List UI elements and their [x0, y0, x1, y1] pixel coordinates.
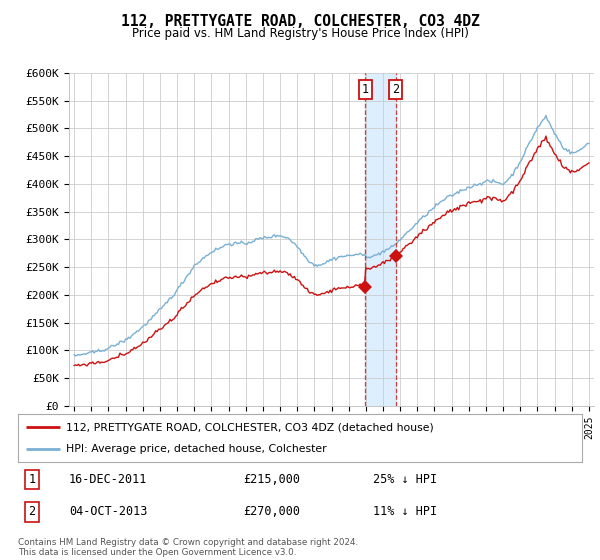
Text: 1: 1 [29, 473, 35, 486]
Text: Price paid vs. HM Land Registry's House Price Index (HPI): Price paid vs. HM Land Registry's House … [131, 27, 469, 40]
Text: 04-OCT-2013: 04-OCT-2013 [69, 505, 147, 519]
Text: 1: 1 [362, 83, 368, 96]
Text: HPI: Average price, detached house, Colchester: HPI: Average price, detached house, Colc… [66, 444, 326, 454]
Text: Contains HM Land Registry data © Crown copyright and database right 2024.
This d: Contains HM Land Registry data © Crown c… [18, 538, 358, 557]
Text: £215,000: £215,000 [244, 473, 301, 486]
Text: 2: 2 [392, 83, 400, 96]
Text: £270,000: £270,000 [244, 505, 301, 519]
Text: 2: 2 [29, 505, 35, 519]
Text: 25% ↓ HPI: 25% ↓ HPI [373, 473, 437, 486]
Text: 16-DEC-2011: 16-DEC-2011 [69, 473, 147, 486]
Text: 112, PRETTYGATE ROAD, COLCHESTER, CO3 4DZ: 112, PRETTYGATE ROAD, COLCHESTER, CO3 4D… [121, 14, 479, 29]
Text: 112, PRETTYGATE ROAD, COLCHESTER, CO3 4DZ (detached house): 112, PRETTYGATE ROAD, COLCHESTER, CO3 4D… [66, 422, 434, 432]
Text: 11% ↓ HPI: 11% ↓ HPI [373, 505, 437, 519]
Bar [365, 73, 396, 406]
